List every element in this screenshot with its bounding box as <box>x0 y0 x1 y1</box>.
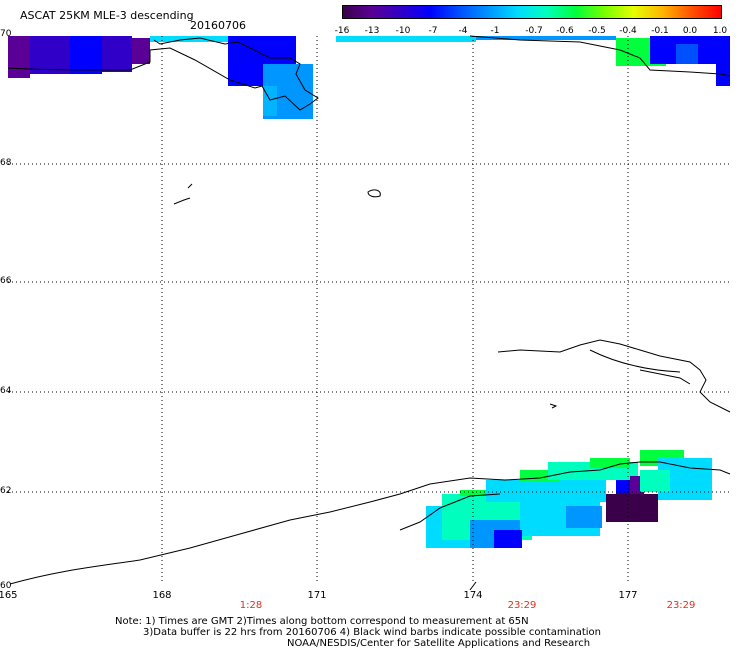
color-scale-bar <box>342 5 722 19</box>
scale-label: -13 <box>364 26 380 36</box>
lon-label: 168 <box>152 590 172 601</box>
lat-label: 70 <box>0 29 12 39</box>
wind-swath-northwest <box>8 36 313 119</box>
scale-label: 0.0 <box>682 26 698 36</box>
map-title: ASCAT 25KM MLE-3 descending <box>20 9 194 22</box>
scale-label: -0.7 <box>525 26 543 36</box>
scale-label: 1.0 <box>712 26 728 36</box>
lat-label: 66 <box>0 276 12 286</box>
lat-label: 64 <box>0 386 12 396</box>
lon-label: 174 <box>463 590 483 601</box>
wind-swath-south <box>426 450 712 548</box>
scale-label: -4 <box>458 26 468 36</box>
lon-label: 177 <box>618 590 638 601</box>
footnote-line: 3)Data buffer is 22 hrs from 20160706 4)… <box>143 627 601 638</box>
scale-label: -16 <box>334 26 350 36</box>
map-date: 20160706 <box>190 19 246 32</box>
footnote-line: Note: 1) Times are GMT 2)Times along bot… <box>115 616 529 627</box>
coastlines <box>7 35 731 591</box>
lat-label: 68 <box>0 158 12 168</box>
credit-line: NOAA/NESDIS/Center for Satellite Applica… <box>287 638 591 649</box>
lat-label: 60 <box>0 581 12 591</box>
pass-time: 23:29 <box>666 600 696 611</box>
pass-time: 23:29 <box>507 600 537 611</box>
scale-label: -0.6 <box>556 26 574 36</box>
scale-label: -10 <box>395 26 411 36</box>
lon-label: 165 <box>0 590 18 601</box>
scale-label: -7 <box>428 26 438 36</box>
scale-label: -0.4 <box>619 26 637 36</box>
lat-label: 62 <box>0 486 12 496</box>
scale-label: -0.5 <box>588 26 606 36</box>
graticule <box>8 36 730 584</box>
scale-label: -1 <box>490 26 500 36</box>
pass-time: 1:28 <box>239 600 263 611</box>
scale-label: -0.1 <box>651 26 669 36</box>
lon-label: 171 <box>307 590 327 601</box>
wind-swath-northeast <box>336 36 730 86</box>
